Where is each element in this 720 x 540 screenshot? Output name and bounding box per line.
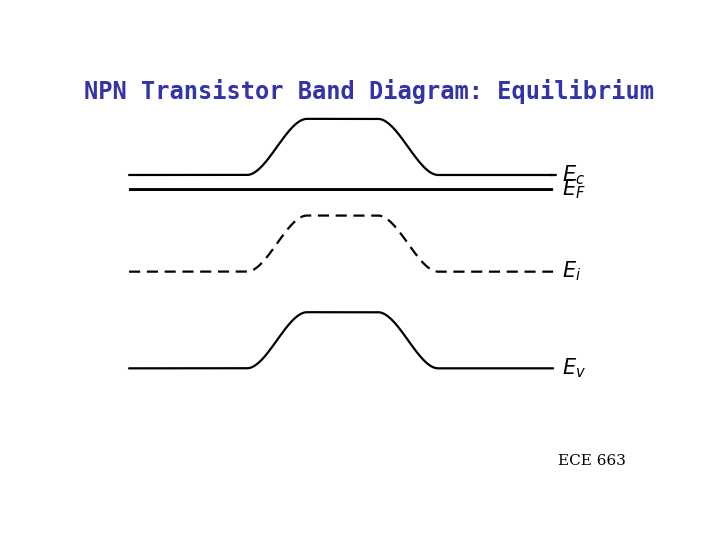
Text: NPN Transistor Band Diagram: Equilibrium: NPN Transistor Band Diagram: Equilibrium — [84, 79, 654, 104]
Text: $E_F$: $E_F$ — [562, 178, 585, 201]
Text: $E_c$: $E_c$ — [562, 163, 585, 187]
Text: $E_v$: $E_v$ — [562, 356, 585, 380]
Text: $E_i$: $E_i$ — [562, 260, 581, 284]
Text: ECE 663: ECE 663 — [558, 454, 626, 468]
